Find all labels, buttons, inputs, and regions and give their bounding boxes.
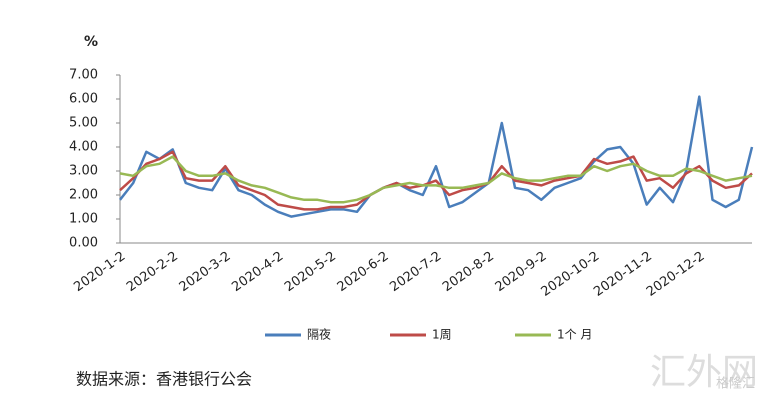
y-tick-label: 1.00: [69, 212, 98, 227]
x-tick-label: 2020-2-2: [124, 249, 181, 295]
y-tick-label: 6.00: [69, 92, 98, 107]
y-tick-label: 0.00: [69, 236, 98, 251]
x-tick-label: 2020-6-2: [335, 249, 392, 295]
x-tick-label: 2020-5-2: [282, 249, 339, 295]
y-tick-label: 7.00: [69, 68, 98, 83]
watermark: 汇外网: [650, 352, 758, 393]
y-unit: %: [84, 34, 98, 50]
x-tick-label: 2020-8-2: [440, 249, 497, 295]
x-tick-label: 2020-12-2: [644, 249, 708, 300]
y-tick-label: 5.00: [69, 116, 98, 131]
series-line: [119, 155, 753, 204]
x-tick-label: 2020-7-2: [387, 249, 444, 295]
y-tick-label: 4.00: [69, 140, 98, 155]
series-line: [119, 150, 753, 211]
x-tick-label: 2020-10-2: [539, 249, 603, 300]
watermark-small: 格隆汇: [716, 376, 755, 392]
x-tick-label: 2020-1-2: [71, 249, 128, 295]
x-tick-label: 2020-11-2: [591, 249, 655, 300]
legend-label: 1周: [432, 328, 452, 342]
x-tick-label: 2020-3-2: [177, 249, 234, 295]
x-tick-label: 2020-4-2: [229, 249, 286, 295]
source-note: 数据来源：香港银行公会: [76, 370, 252, 389]
legend-label: 隔夜: [307, 327, 331, 342]
series-line: [119, 95, 754, 218]
y-tick-label: 3.00: [69, 164, 98, 179]
legend-label: 1个 月: [557, 328, 592, 342]
y-tick-label: 2.00: [69, 188, 98, 203]
